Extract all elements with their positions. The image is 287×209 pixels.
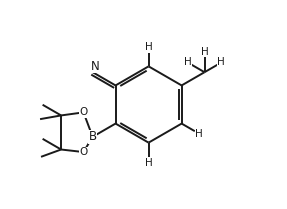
Text: O: O xyxy=(79,107,88,117)
Text: N: N xyxy=(91,60,100,73)
Text: H: H xyxy=(195,129,203,139)
Text: H: H xyxy=(217,57,225,67)
Text: H: H xyxy=(145,158,152,168)
Text: O: O xyxy=(79,147,88,157)
Text: H: H xyxy=(145,42,152,52)
Text: H: H xyxy=(201,47,208,57)
Text: H: H xyxy=(184,57,192,67)
Text: B: B xyxy=(89,130,97,143)
